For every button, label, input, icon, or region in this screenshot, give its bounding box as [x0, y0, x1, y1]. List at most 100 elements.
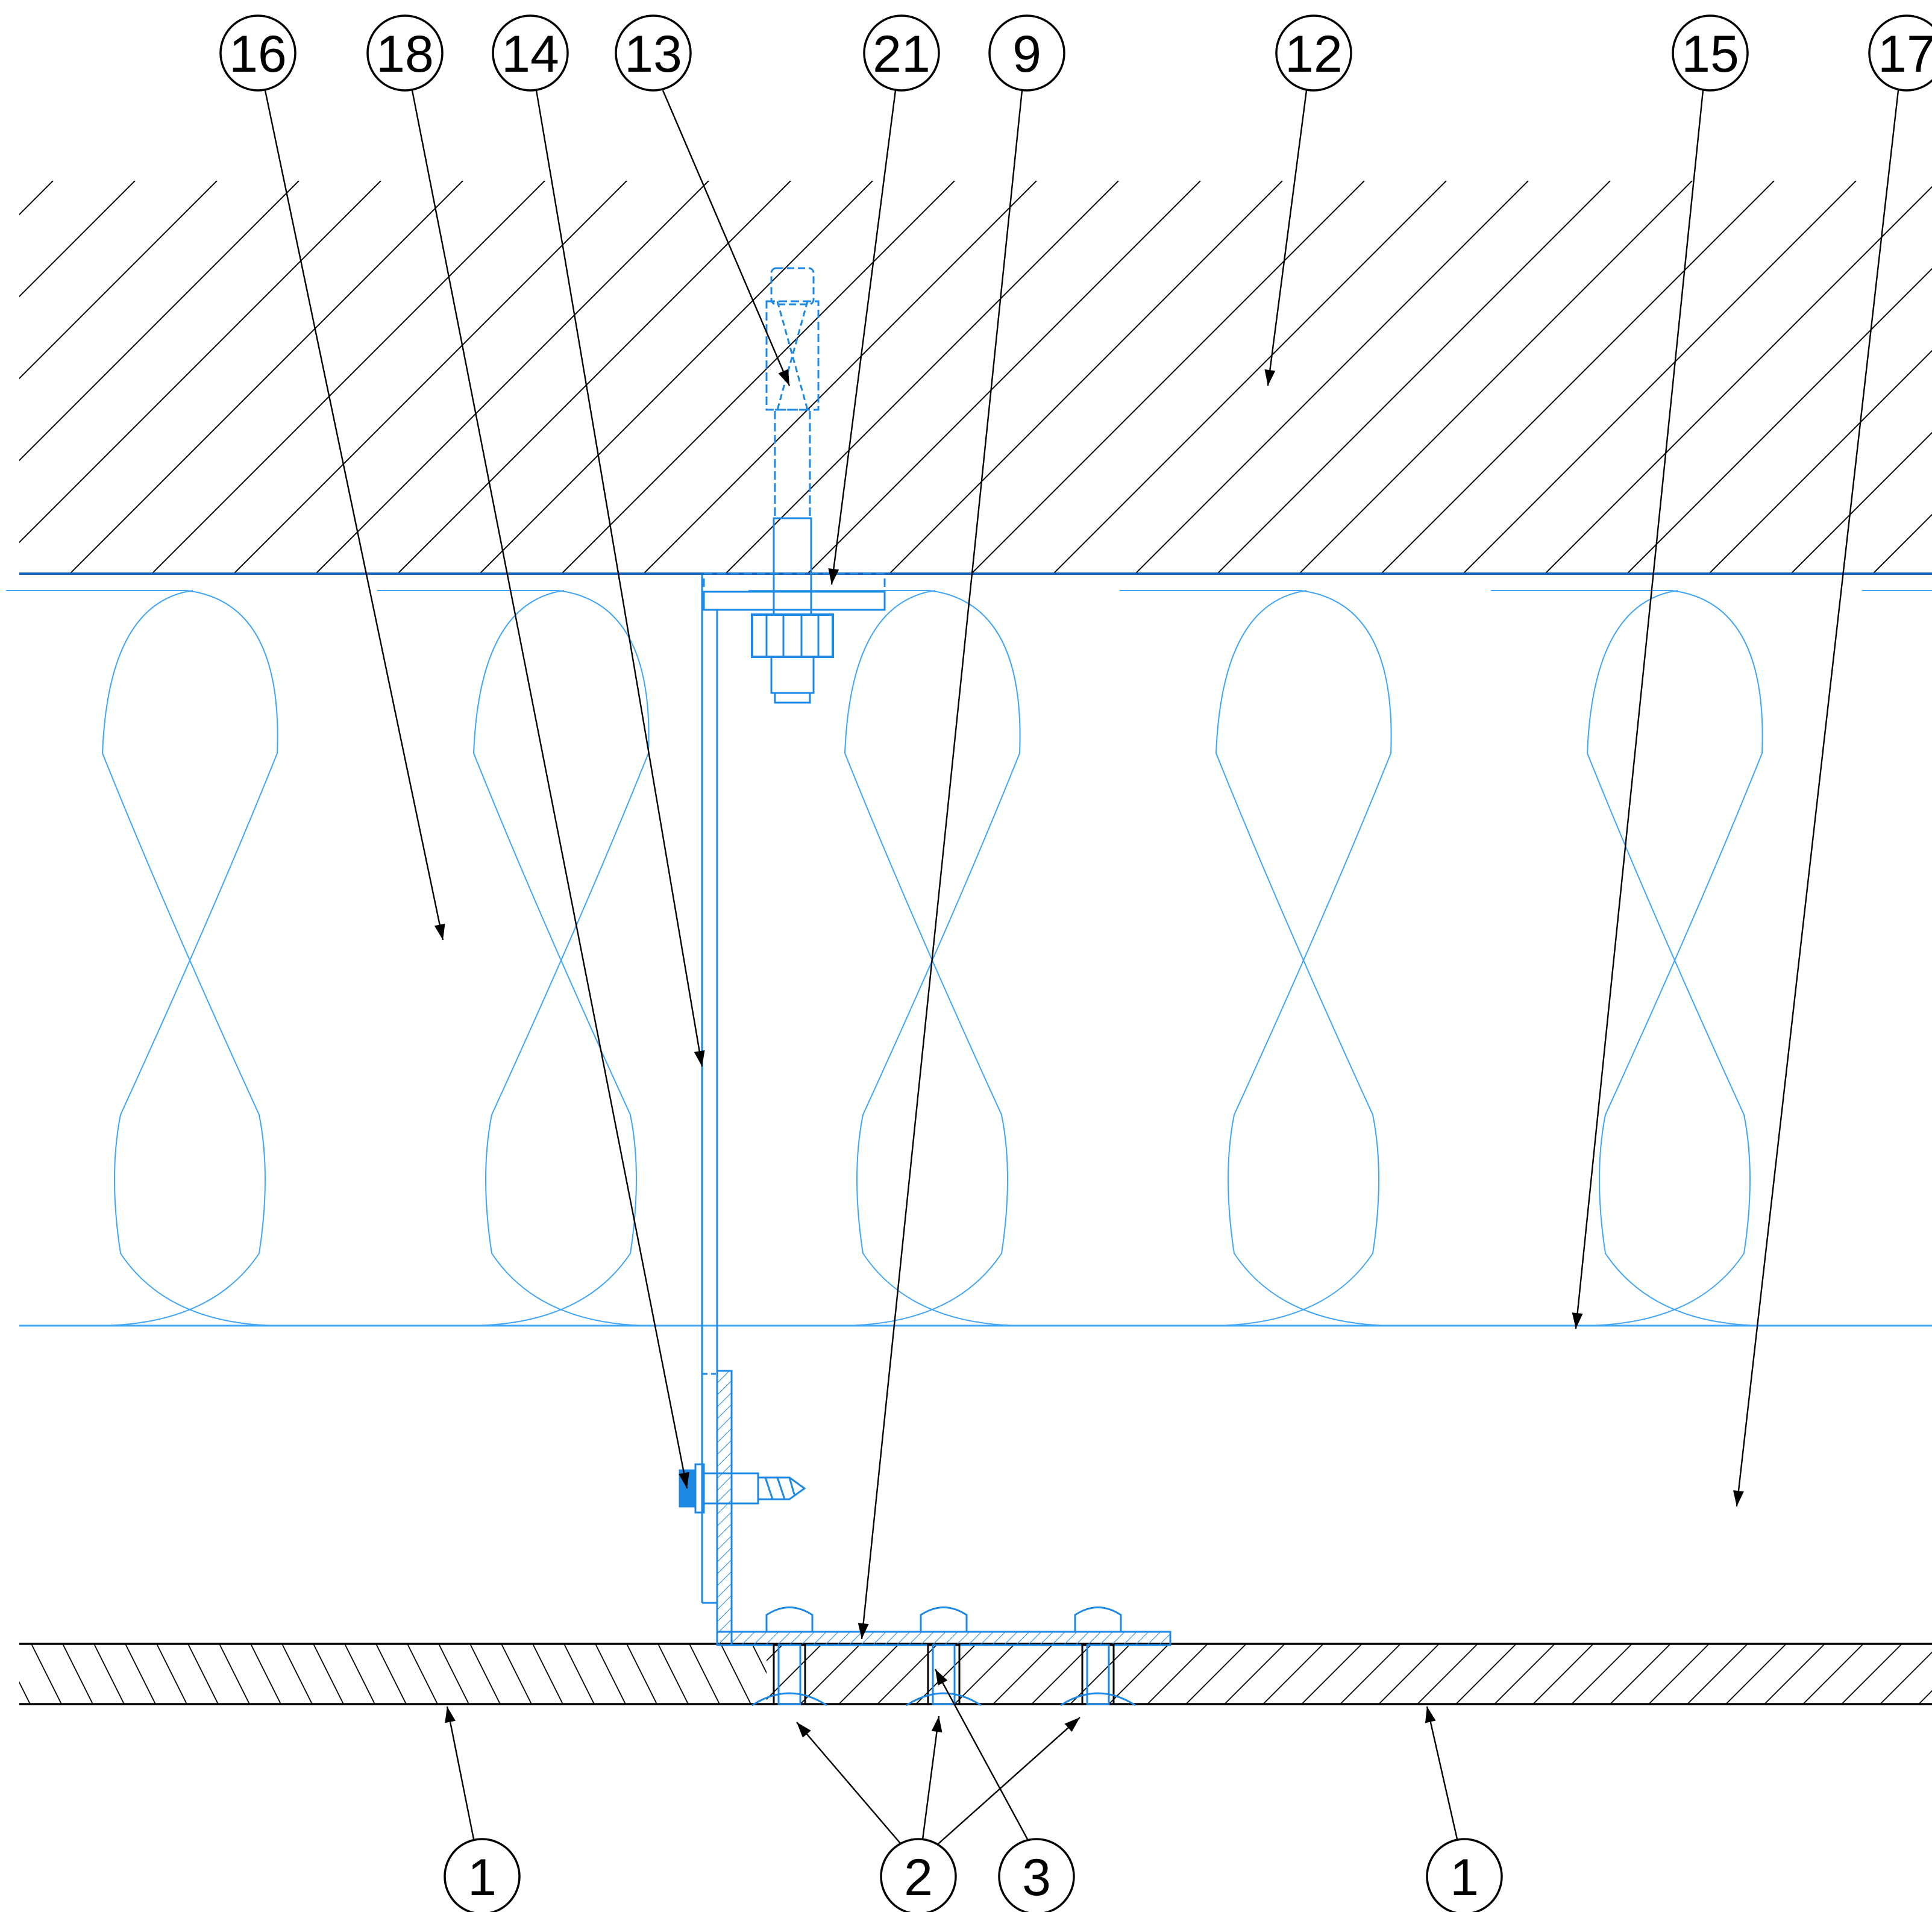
insulation-fiber-curve	[6, 590, 283, 1326]
panel-hatch-line	[469, 1644, 501, 1704]
insulation-fiber-curve	[96, 590, 266, 1326]
panel-hatch-line	[1301, 1644, 1363, 1704]
panel-hatch-line	[1918, 1690, 1932, 1704]
callout-15: 15	[1672, 14, 1749, 92]
panel-hatch-line	[1841, 1644, 1902, 1704]
callout-13: 13	[615, 14, 692, 92]
panel-hatch-line	[1378, 1644, 1440, 1704]
insulation-fiber-curve	[838, 590, 1008, 1326]
panel-hatch-line	[250, 1644, 281, 1704]
callout-9: 9	[988, 14, 1065, 92]
panel-hatch-line	[1725, 1644, 1787, 1704]
wall-hatch-line	[643, 181, 1037, 574]
panel-hatch-line	[1070, 1644, 1131, 1704]
callout-3: 3	[998, 1838, 1075, 1912]
svg-text:16: 16	[229, 25, 287, 83]
panel-hatch-line	[1455, 1644, 1517, 1704]
panel-hatch-line	[125, 1644, 156, 1704]
callout-2: 2	[880, 1838, 957, 1912]
wall-hatch-line	[1545, 186, 1932, 574]
rivet	[1060, 1606, 1136, 1707]
callout-21: 21	[863, 14, 940, 92]
wall-hatch-line	[1053, 181, 1447, 574]
panel-hatch-line	[626, 1644, 657, 1704]
leader-2a	[796, 1722, 905, 1848]
wall-hatch-line	[807, 181, 1201, 574]
callout-1-right: 1	[1426, 1838, 1503, 1912]
leader-16	[264, 90, 445, 941]
insulation-fiber-curve	[1120, 590, 1396, 1326]
panel-hatch-line	[1224, 1644, 1285, 1704]
leader-13	[662, 90, 791, 386]
panel-hatch-line	[1532, 1644, 1594, 1704]
wall-hatch-line	[1381, 181, 1775, 574]
insulation-fiber-curve	[1862, 590, 1932, 591]
wall-hatch-line	[19, 181, 300, 462]
panel-hatch-line	[993, 1644, 1054, 1704]
panel-hatch-line	[375, 1644, 407, 1704]
panel-hatch-line	[767, 1644, 823, 1700]
wall-hatch-line	[479, 181, 873, 574]
wall-hatch-line	[19, 181, 381, 544]
wall-hatch-line	[1217, 181, 1611, 574]
panel-hatch-line	[1340, 1644, 1401, 1704]
leader-17	[1733, 90, 1899, 1507]
callout-18: 18	[366, 14, 444, 92]
svg-text:21: 21	[873, 25, 930, 83]
leader-21	[828, 90, 897, 585]
insulation-fiber-curve	[377, 590, 654, 1326]
wall-hatch-line	[889, 181, 1283, 574]
svg-text:18: 18	[376, 25, 434, 83]
wall-hatch-line	[1626, 268, 1932, 574]
rivet	[906, 1606, 982, 1707]
panel-hatch-line	[93, 1644, 125, 1704]
leader-18	[411, 90, 689, 1489]
self-drilling-screw	[679, 1463, 806, 1514]
rivet	[751, 1606, 827, 1707]
panel-hatch-line	[1610, 1644, 1671, 1704]
wall-hatch-line	[971, 181, 1365, 574]
insulation-fiber-curve	[1491, 590, 1767, 1326]
svg-text:12: 12	[1285, 25, 1343, 83]
wall-hatch-line	[19, 181, 136, 298]
panel-hatch-line	[1648, 1644, 1710, 1704]
callout-17: 17	[1868, 14, 1932, 92]
leader-14	[535, 90, 705, 1067]
anchor-bolt	[751, 267, 834, 704]
insulation-fiber-curve	[467, 590, 637, 1326]
wall-hatch-line	[725, 181, 1119, 574]
svg-text:2: 2	[904, 1849, 933, 1907]
panel-hatch-line	[62, 1644, 93, 1704]
svg-text:1: 1	[468, 1849, 497, 1907]
panel-hatch-line	[438, 1644, 469, 1704]
rivets	[751, 1606, 1136, 1707]
panel-hatch-line	[657, 1644, 689, 1704]
wall-hatch-line	[1708, 349, 1932, 574]
concrete-wall	[19, 181, 1932, 574]
panel-hatch-line	[313, 1644, 344, 1704]
panel-hatch-line	[344, 1644, 375, 1704]
insulation-fiber-curve	[1209, 590, 1379, 1326]
panel-hatch-line	[1571, 1644, 1632, 1704]
callout-16: 16	[219, 14, 296, 92]
svg-text:13: 13	[624, 25, 682, 83]
leader-2b	[921, 1716, 942, 1845]
wall-hatch-line	[1790, 431, 1932, 574]
panel-hatch-line	[407, 1644, 438, 1704]
svg-text:17: 17	[1878, 25, 1932, 83]
wall-hatch-line	[233, 181, 627, 574]
panel-hatch-line	[219, 1644, 250, 1704]
wall-hatch-line	[315, 181, 709, 574]
insulation-fiber-curve	[748, 590, 1025, 1326]
svg-text:14: 14	[501, 25, 559, 83]
wall-hatch-line	[1135, 181, 1529, 574]
panel-hatch-line	[1687, 1644, 1748, 1704]
callout-14: 14	[492, 14, 569, 92]
callout-1-left: 1	[444, 1838, 521, 1912]
wall-hatch-line	[1463, 181, 1857, 574]
panel-hatch-line	[915, 1644, 977, 1704]
leader-15	[1572, 90, 1704, 1329]
panel-hatch-line	[187, 1644, 219, 1704]
panel-hatch-line	[1417, 1644, 1478, 1704]
panel-hatch-line	[156, 1644, 187, 1704]
